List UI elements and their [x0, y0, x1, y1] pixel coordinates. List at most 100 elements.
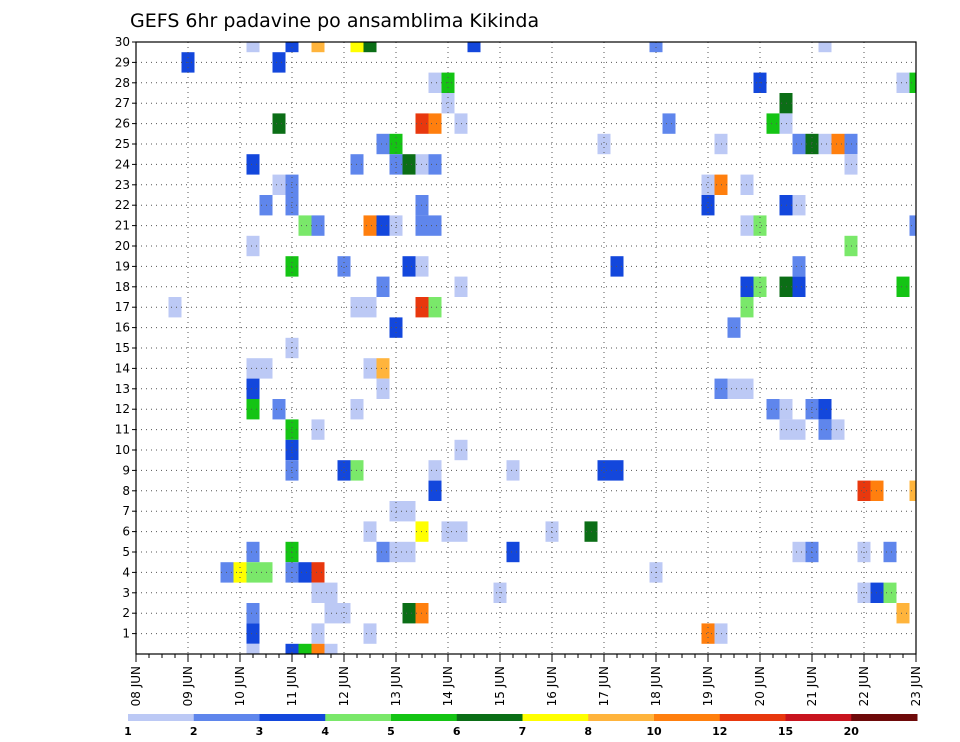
heatmap-cell: [428, 215, 442, 236]
heatmap-cell: [428, 113, 442, 134]
heatmap-cell: [402, 154, 416, 175]
heatmap-cell: [506, 541, 520, 563]
heatmap-cell: [298, 215, 312, 236]
heatmap-cell: [818, 419, 832, 440]
y-tick-label: 12: [115, 402, 130, 416]
heatmap-cell: [246, 623, 260, 644]
heatmap-cells: [168, 42, 916, 654]
heatmap-cell: [441, 521, 455, 542]
x-tick-label: 17 JUN: [597, 666, 611, 706]
x-tick-label: 23 JUN: [909, 666, 923, 706]
heatmap-cell: [467, 42, 481, 53]
legend-label: 7: [519, 725, 527, 738]
heatmap-cell: [883, 582, 897, 603]
heatmap-cell: [311, 562, 325, 583]
heatmap-cell: [376, 541, 390, 563]
heatmap-cell: [272, 113, 286, 134]
legend-swatch: [785, 714, 852, 721]
heatmap-cell: [818, 133, 832, 155]
x-tick-label: 21 JUN: [805, 666, 819, 706]
y-tick-label: 26: [115, 117, 130, 131]
y-tick-label: 6: [122, 525, 130, 539]
y-tick-label: 27: [115, 96, 130, 110]
y-tick-label: 9: [122, 463, 130, 477]
heatmap-cell: [272, 52, 286, 73]
chart-title: GEFS 6hr padavine po ansamblima Kikinda: [130, 10, 539, 32]
heatmap-cell: [376, 378, 390, 399]
heatmap-cell: [792, 256, 806, 277]
heatmap-cell: [701, 174, 715, 195]
x-tick-label: 08 JUN: [129, 666, 143, 706]
grid-lines: [136, 42, 916, 654]
legend-swatch: [588, 714, 655, 721]
legend-label: 3: [256, 725, 264, 738]
heatmap-cell: [246, 399, 260, 420]
y-tick-label: 8: [122, 484, 130, 498]
y-tick-label: 5: [122, 545, 130, 559]
x-tick-label: 16 JUN: [545, 666, 559, 706]
heatmap-cell: [727, 317, 741, 338]
heatmap-cell: [727, 378, 741, 399]
heatmap-cell: [818, 42, 832, 53]
heatmap-cell: [766, 399, 780, 420]
heatmap-cell: [311, 643, 325, 654]
heatmap-cell: [753, 215, 767, 236]
y-tick-label: 23: [115, 178, 130, 192]
heatmap-cell: [298, 643, 312, 654]
heatmap-cell: [337, 603, 351, 624]
y-tick-label: 11: [115, 423, 130, 437]
heatmap-cell: [246, 378, 260, 399]
y-tick-label: 25: [115, 137, 130, 151]
color-legend: 1 2 3 4 5 6 7 8 10 12 15 20: [124, 714, 918, 738]
legend-label: 2: [190, 725, 198, 738]
heatmap-cell: [246, 154, 260, 175]
heatmap-cell: [246, 42, 260, 53]
heatmap-cell: [246, 643, 260, 654]
y-tick-label: 13: [115, 382, 130, 396]
heatmap-cell: [428, 480, 442, 501]
x-tick-label: 22 JUN: [857, 666, 871, 706]
heatmap-cell: [363, 215, 377, 236]
legend-swatch: [851, 714, 918, 721]
heatmap-cell: [896, 276, 910, 297]
heatmap-cell: [350, 42, 364, 53]
heatmap-cell: [337, 460, 351, 481]
x-tick-label: 09 JUN: [181, 666, 195, 706]
heatmap-cell: [909, 480, 916, 501]
heatmap-cell: [766, 113, 780, 134]
y-tick-label: 17: [115, 300, 130, 314]
heatmap-cell: [376, 276, 390, 297]
y-tick-label: 22: [115, 198, 130, 212]
heatmap-cell: [909, 215, 916, 236]
x-tick-label: 14 JUN: [441, 666, 455, 706]
legend-swatch: [193, 714, 260, 721]
y-tick-label: 19: [115, 259, 130, 273]
legend-swatch: [456, 714, 523, 721]
heatmap-cell: [428, 154, 442, 175]
x-tick-label: 13 JUN: [389, 666, 403, 706]
y-tick-label: 3: [122, 586, 130, 600]
heatmap-cell: [896, 603, 910, 624]
y-tick-label: 2: [122, 606, 130, 620]
heatmap-cell: [792, 133, 806, 155]
y-tick-label: 1: [122, 627, 130, 641]
heatmap-cell: [792, 276, 806, 297]
x-axis: 08 JUN 09 JUN 10 JUN 11 JUN 12 JUN 13 JUN 14 J…: [129, 654, 923, 706]
heatmap-cell: [402, 603, 416, 624]
y-tick-label: 21: [115, 219, 130, 233]
x-tick-label: 15 JUN: [493, 666, 507, 706]
heatmap-cell: [246, 358, 260, 379]
legend-label: 1: [124, 725, 132, 738]
heatmap-cell: [792, 419, 806, 440]
heatmap-cell: [402, 256, 416, 277]
heatmap-cell: [402, 541, 416, 563]
heatmap-cell: [272, 399, 286, 420]
legend-swatch: [391, 714, 458, 721]
y-axis: 1234567891011121314151617181920212223242…: [115, 35, 136, 641]
x-tick-label: 18 JUN: [649, 666, 663, 706]
legend-swatch: [654, 714, 721, 721]
y-tick-label: 24: [115, 157, 130, 171]
heatmap-cell: [324, 643, 338, 654]
heatmap-cell: [363, 42, 377, 53]
